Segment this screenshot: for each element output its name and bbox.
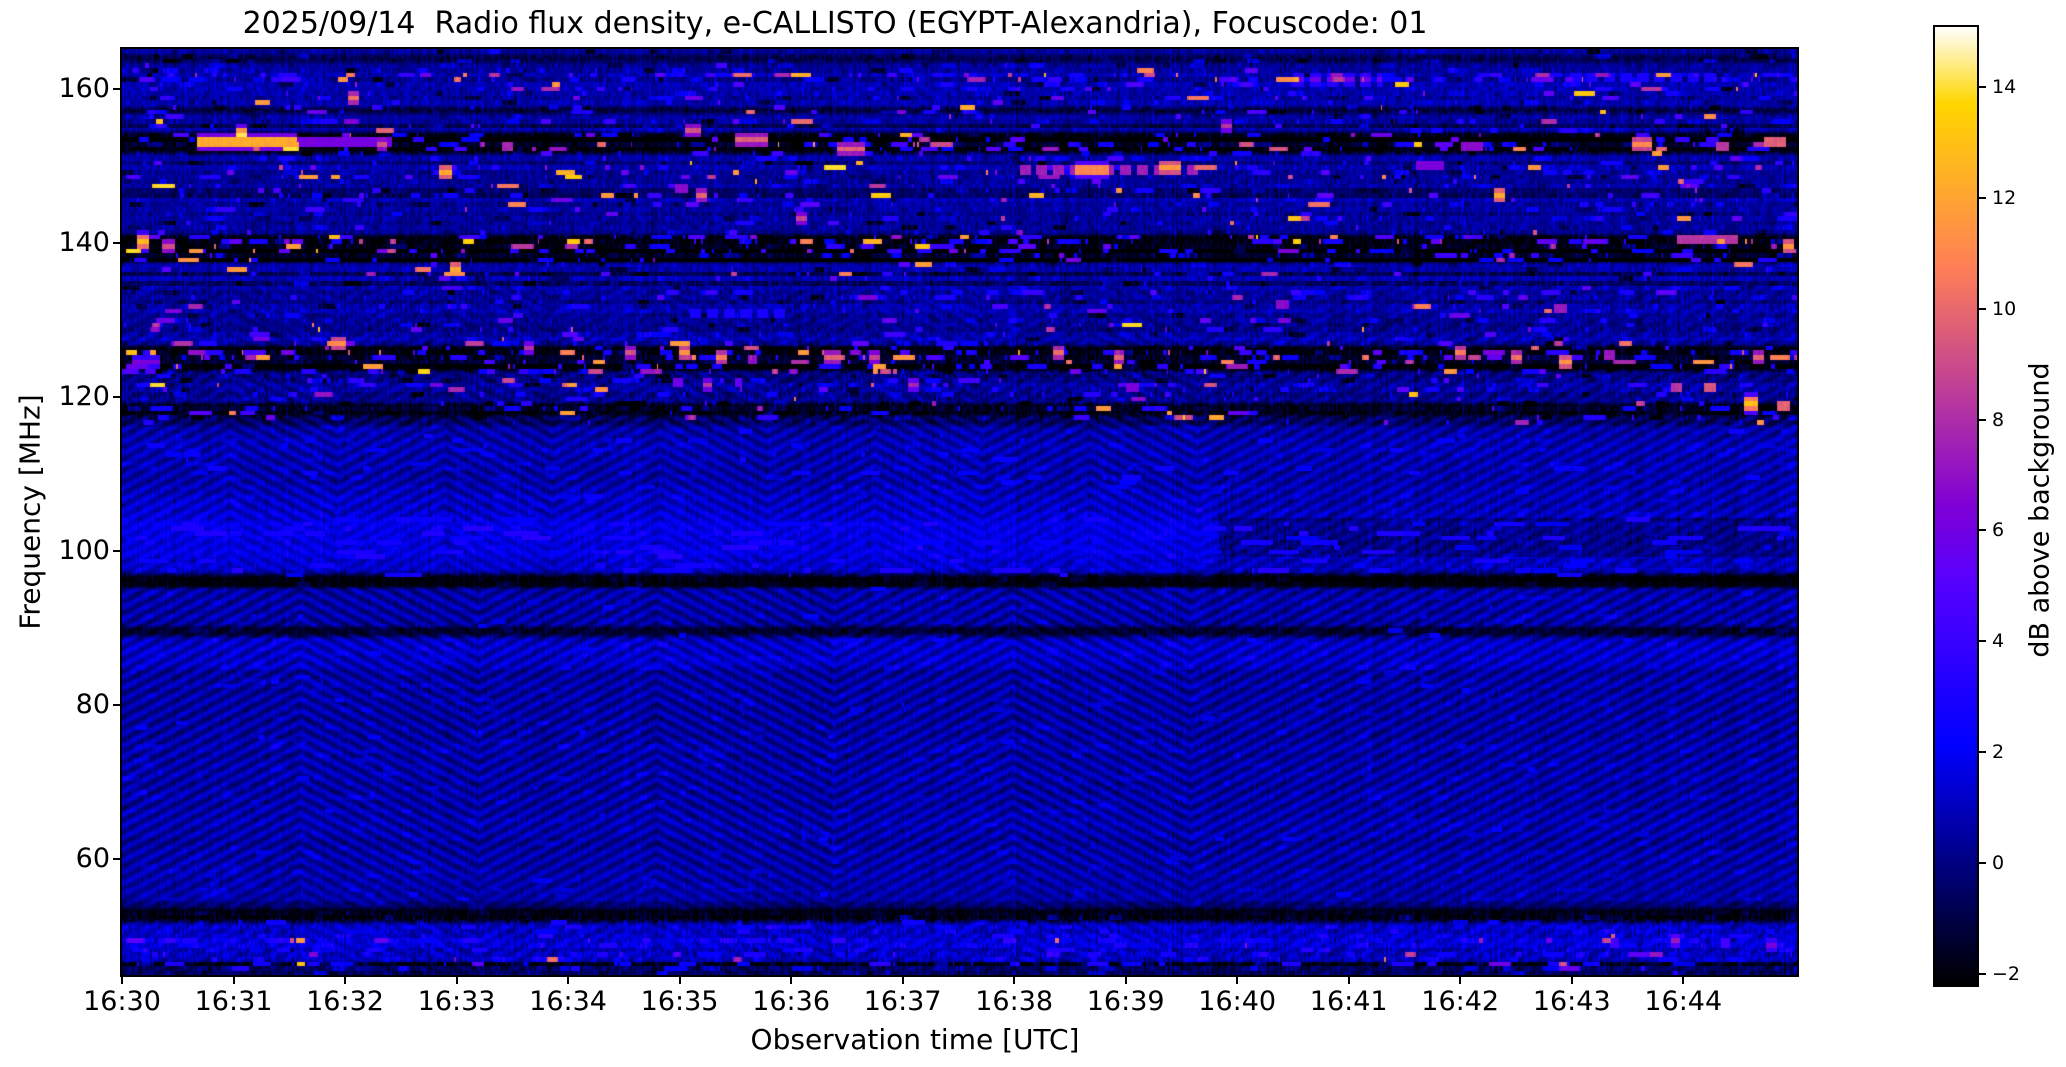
y-axis-tick xyxy=(113,396,120,399)
y-axis-tick-label: 60 xyxy=(75,843,110,875)
figure-title: 2025/09/14 Radio flux density, e-CALLIST… xyxy=(242,6,1428,41)
colorbar-tick-label: 0 xyxy=(1992,852,2005,875)
y-axis-tick-label: 80 xyxy=(75,689,110,721)
spectrogram-canvas xyxy=(122,49,1797,975)
x-axis-tick xyxy=(790,977,793,984)
colorbar-tick xyxy=(1979,751,1986,754)
colorbar-tick xyxy=(1979,418,1986,421)
x-axis-tick-label: 16:37 xyxy=(863,986,942,1017)
colorbar-tick-label: 4 xyxy=(1992,630,2005,653)
colorbar-tick-label: 8 xyxy=(1992,408,2005,431)
plot-border xyxy=(120,47,1799,977)
x-axis-tick xyxy=(1682,977,1685,984)
colorbar-title: dB above background xyxy=(2024,362,2056,658)
y-axis-tick xyxy=(113,88,120,91)
colorbar-tick-label: 12 xyxy=(1992,186,2017,209)
x-axis-tick-label: 16:39 xyxy=(1086,986,1165,1017)
colorbar-tick xyxy=(1979,640,1986,643)
y-axis-title: Frequency [MHz] xyxy=(13,394,47,630)
x-axis-tick xyxy=(1124,977,1127,984)
x-axis-tick-label: 16:42 xyxy=(1421,986,1500,1017)
x-axis-tick xyxy=(1459,977,1462,984)
x-axis-tick xyxy=(121,977,123,984)
colorbar-tick xyxy=(1979,972,1986,975)
x-axis-tick-label: 16:33 xyxy=(417,986,496,1017)
x-axis-tick xyxy=(1347,977,1350,984)
x-axis-title: Observation time [UTC] xyxy=(750,1023,1080,1056)
x-axis-tick xyxy=(678,977,681,984)
colorbar-tick xyxy=(1979,196,1986,199)
colorbar-tick-label: −2 xyxy=(1992,962,2021,985)
y-axis-tick xyxy=(113,550,120,553)
x-axis-tick xyxy=(1570,977,1573,984)
colorbar-border xyxy=(1933,25,1979,987)
x-axis-tick xyxy=(1236,977,1239,984)
colorbar-tick-label: 10 xyxy=(1992,297,2017,320)
y-axis-tick xyxy=(113,242,120,245)
colorbar-tick-label: 6 xyxy=(1992,519,2005,542)
x-axis-tick-label: 16:43 xyxy=(1532,986,1611,1017)
y-axis-tick-label: 160 xyxy=(58,73,110,105)
y-axis-tick-label: 120 xyxy=(58,381,110,413)
colorbar-canvas xyxy=(1935,27,1977,985)
colorbar-tick xyxy=(1979,85,1986,88)
x-axis-tick xyxy=(455,977,458,984)
x-axis-tick-label: 16:34 xyxy=(529,986,607,1017)
colorbar-tick-label: 2 xyxy=(1992,741,2005,764)
x-axis-tick-label: 16:38 xyxy=(975,986,1054,1017)
colorbar-tick xyxy=(1979,307,1986,310)
x-axis-tick-label: 16:32 xyxy=(306,986,384,1017)
colorbar-tick xyxy=(1979,862,1986,865)
x-axis-tick xyxy=(567,977,570,984)
x-axis-tick xyxy=(344,977,347,984)
x-axis-tick-label: 16:41 xyxy=(1309,986,1388,1017)
x-axis-tick xyxy=(232,977,235,984)
x-axis-tick-label: 16:31 xyxy=(194,986,273,1017)
y-axis-tick-label: 100 xyxy=(58,535,110,567)
y-axis-tick-label: 140 xyxy=(58,227,110,259)
x-axis-tick-label: 16:30 xyxy=(83,986,161,1017)
x-axis-tick-label: 16:40 xyxy=(1198,986,1277,1017)
x-axis-tick-label: 16:36 xyxy=(752,986,830,1017)
x-axis-tick xyxy=(901,977,904,984)
x-axis-tick xyxy=(1013,977,1016,984)
colorbar-tick-label: 14 xyxy=(1992,75,2017,98)
colorbar-tick xyxy=(1979,529,1986,532)
x-axis-tick-label: 16:44 xyxy=(1644,986,1723,1017)
x-axis-tick-label: 16:35 xyxy=(640,986,719,1017)
y-axis-tick xyxy=(113,704,120,707)
y-axis-tick xyxy=(113,858,120,861)
